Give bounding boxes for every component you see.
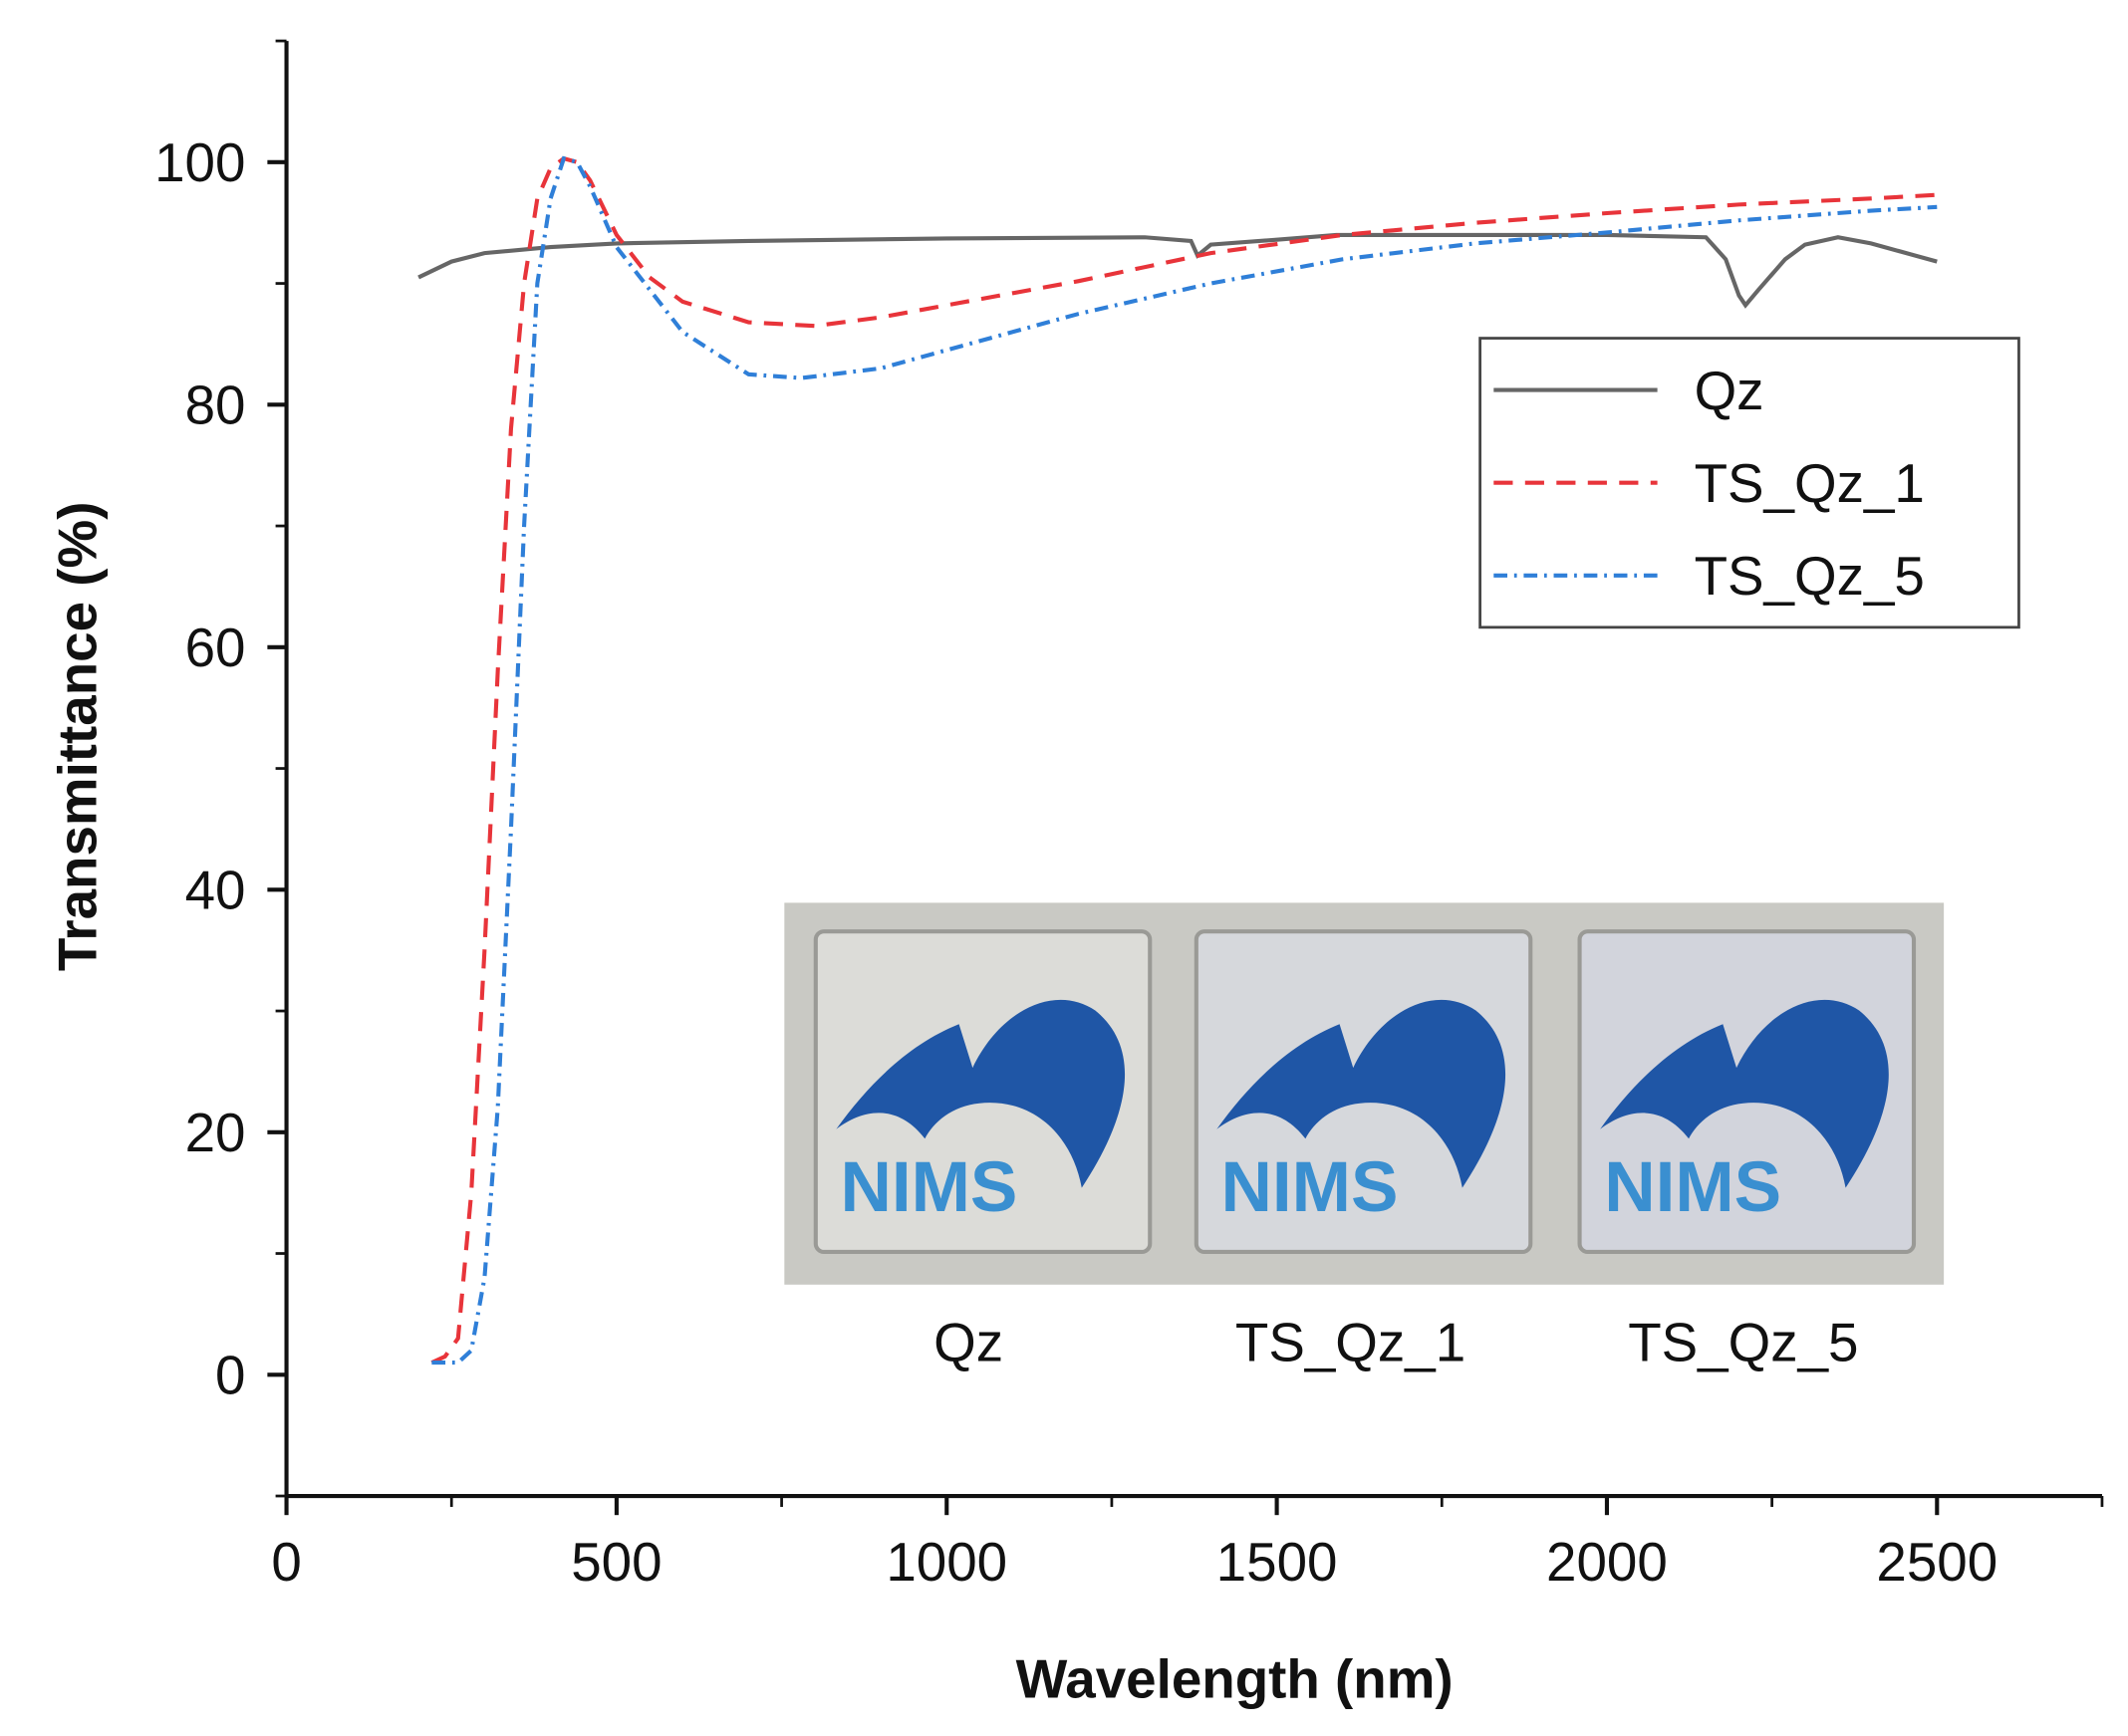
y-axis-title: Transmittance (%)	[47, 502, 109, 972]
inset-label: TS_Qz_1	[1235, 1311, 1465, 1372]
y-tick-label: 60	[185, 617, 246, 678]
x-tick-label: 500	[571, 1531, 662, 1593]
y-tick-label: 80	[185, 373, 246, 435]
logo-text: NIMS	[840, 1148, 1017, 1227]
series-line	[417, 232, 1938, 309]
legend-label: TS_Qz_5	[1695, 545, 1925, 607]
y-tick-label: 100	[154, 131, 245, 193]
logo-text: NIMS	[1604, 1148, 1781, 1227]
inset-label: Qz	[933, 1311, 1003, 1372]
x-tick-label: 2500	[1876, 1531, 1997, 1593]
series-line	[431, 155, 1938, 1365]
inset-label: TS_Qz_5	[1628, 1311, 1858, 1372]
logo-shape	[1216, 999, 1506, 1188]
legend-label: Qz	[1695, 360, 1764, 421]
x-tick-label: 1500	[1216, 1531, 1338, 1593]
legend-label: TS_Qz_1	[1695, 452, 1925, 514]
x-tick-label: 0	[271, 1531, 301, 1593]
y-tick-label: 40	[185, 859, 246, 920]
logo-shape	[836, 999, 1126, 1188]
x-tick-label: 2000	[1546, 1531, 1668, 1593]
y-tick-label: 20	[185, 1102, 246, 1163]
inset-photo: NIMS NIMS NIMS	[784, 902, 1945, 1285]
series-line	[430, 155, 1938, 1364]
y-tick-label: 0	[215, 1344, 245, 1405]
x-axis-title: Wavelength (nm)	[1016, 1648, 1454, 1710]
logo-shape	[1600, 999, 1889, 1188]
x-tick-label: 1000	[886, 1531, 1007, 1593]
logo-text: NIMS	[1220, 1148, 1398, 1227]
